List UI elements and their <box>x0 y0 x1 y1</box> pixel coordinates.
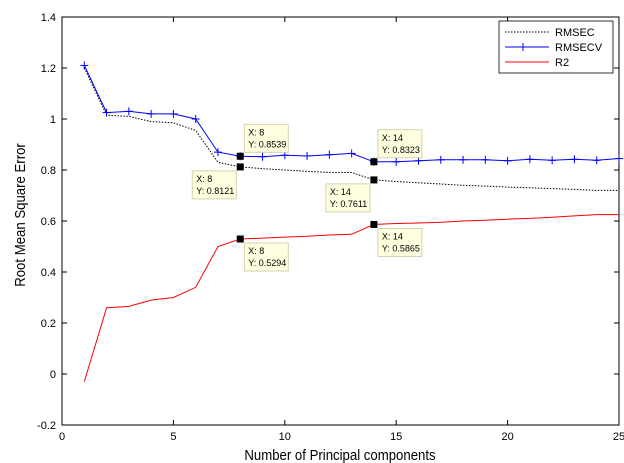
series-point-rmsecv <box>347 149 356 158</box>
y-tick-label: 0.6 <box>41 216 56 228</box>
datatip-marker <box>370 158 378 166</box>
series-point-rmsecv <box>459 155 468 164</box>
y-tick-label: -0.2 <box>37 420 56 432</box>
plot-area: 0 5 10 15 20 25-0.200.20.40.60.811.21.4X: 8Y:… <box>37 12 624 443</box>
y-tick-label: 0.2 <box>41 318 56 330</box>
series-point-rmsecv <box>102 108 111 117</box>
x-tick-label: 10 <box>279 431 291 443</box>
series-point-rmsecv <box>258 152 267 161</box>
series-line-rmsec <box>83 67 619 191</box>
series-point-rmsecv <box>525 155 534 164</box>
series-point-rmsecv <box>80 61 89 70</box>
series-line-r2 <box>83 214 619 382</box>
series-point-rmsecv <box>325 150 334 159</box>
series-point-rmsecv <box>592 156 601 165</box>
legend-item-r2: R2 <box>505 57 569 69</box>
series-point-rmsecv <box>570 155 579 164</box>
series-point-rmsecv <box>191 115 200 123</box>
y-tick-label: 0 <box>50 369 56 381</box>
series-point-rmsecv <box>481 155 490 164</box>
x-tick-label: 0 <box>59 431 65 443</box>
series-point-rmsecv <box>392 157 401 166</box>
datatip: X: 8 Y: 0.8539 <box>236 123 289 160</box>
datatip-marker <box>370 176 378 184</box>
datatip-x-label: X: 14 <box>382 231 403 241</box>
datatip-x-label: X: 14 <box>330 187 351 197</box>
datatip-x-label: X: 8 <box>196 174 212 184</box>
y-tick-label: 1.2 <box>41 63 56 75</box>
datatip-box <box>243 242 289 272</box>
datatip: X: 14 Y: 0.5865 <box>370 220 423 257</box>
series-point-rmsecv <box>124 107 133 116</box>
datatip: X: 14 Y: 0.8323 <box>370 129 423 166</box>
x-tick-label: 15 <box>390 431 402 443</box>
legend-label: R2 <box>555 57 569 69</box>
x-tick-label: 20 <box>501 431 513 443</box>
datatip-y-label: Y: 0.5865 <box>382 243 420 253</box>
datatip: X: 14 Y: 0.7611 <box>325 176 378 213</box>
datatip-y-label: Y: 0.8323 <box>382 145 420 155</box>
datatip: X: 8 Y: 0.8121 <box>191 163 244 200</box>
datatip-x-label: X: 8 <box>248 246 264 256</box>
datatip-y-label: Y: 0.8539 <box>248 139 286 149</box>
datatip: X: 8 Y: 0.5294 <box>236 235 289 272</box>
datatip-box <box>191 170 237 200</box>
datatip-box <box>325 183 371 213</box>
datatip-y-label: Y: 0.7611 <box>330 199 367 209</box>
datatip-box <box>377 129 423 159</box>
datatip-marker <box>236 163 244 171</box>
x-axis-title: Number of Principal components <box>244 446 435 463</box>
legend-item-rmsecv: RMSECV <box>505 42 603 54</box>
y-tick-label: 0.4 <box>41 267 56 279</box>
datatip-y-label: Y: 0.5294 <box>248 258 286 268</box>
datatip-box <box>243 123 289 153</box>
y-tick-label: 0.8 <box>41 165 56 177</box>
legend-label: RMSEC <box>555 27 595 39</box>
datatip-x-label: X: 8 <box>248 127 264 137</box>
y-tick-label: 1 <box>50 114 56 126</box>
datatip-marker <box>236 235 244 243</box>
series-point-rmsecv <box>503 156 512 165</box>
legend-label: RMSECV <box>555 42 603 54</box>
y-tick-label: 1.4 <box>41 12 56 24</box>
legend: RMSEC RMSECV R2 <box>498 20 614 74</box>
legend-item-rmsec: RMSEC <box>505 27 595 39</box>
series-point-rmsecv <box>436 155 445 164</box>
series-point-rmsecv <box>169 109 178 118</box>
datatip-x-label: X: 14 <box>382 133 403 143</box>
series-point-rmsecv <box>147 109 156 118</box>
datatip-box <box>377 228 423 257</box>
datatip-y-label: Y: 0.8121 <box>196 186 234 196</box>
series-point-rmsecv <box>548 156 557 165</box>
y-axis-title: Root Mean Square Error <box>11 143 28 287</box>
series-point-rmsecv <box>615 154 623 163</box>
x-tick-label: 5 <box>170 431 176 443</box>
series-point-rmsecv <box>303 151 312 160</box>
x-tick-label: 25 <box>613 431 624 443</box>
datatip-marker <box>236 152 244 160</box>
datatip-marker <box>370 220 378 228</box>
series-point-rmsecv <box>213 148 222 157</box>
